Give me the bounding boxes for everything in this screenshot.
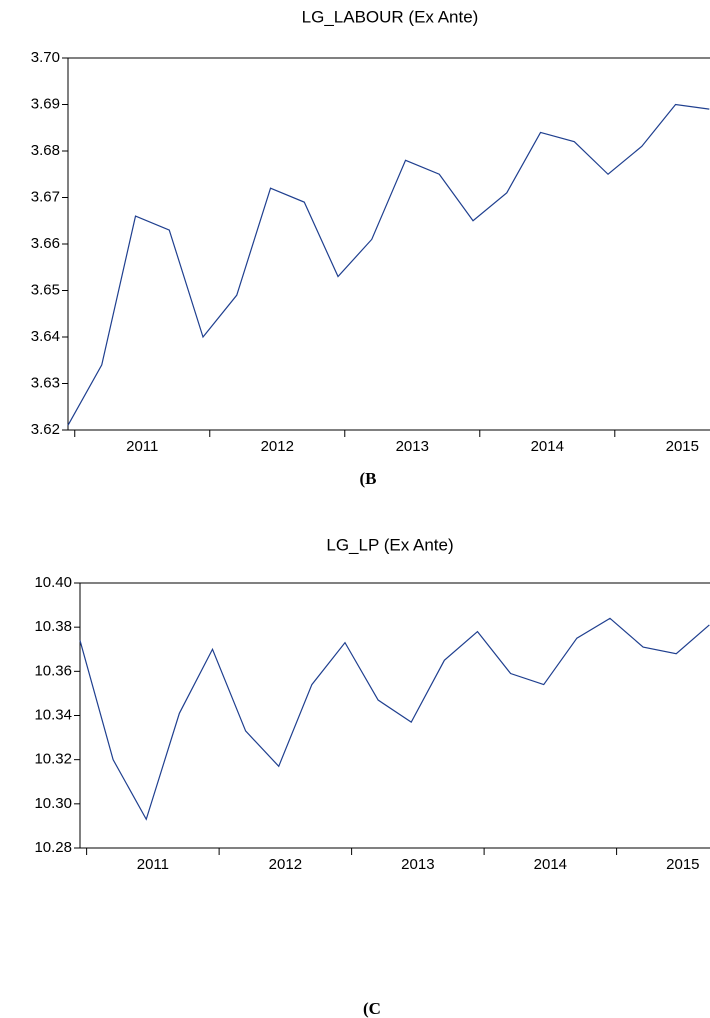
y-tick-label: 10.36 (34, 662, 72, 679)
x-tick-label: 2015 (666, 856, 699, 873)
caption: (B (360, 469, 377, 488)
y-tick-label: 10.40 (34, 574, 72, 591)
y-tick-label: 3.65 (31, 281, 60, 298)
x-tick-label: 2014 (531, 438, 564, 455)
line-series (79, 617, 710, 821)
x-tick-label: 2012 (261, 438, 294, 455)
y-tick-label: 3.67 (31, 188, 60, 205)
y-tick-label: 10.38 (34, 618, 72, 635)
y-tick-label: 3.66 (31, 235, 60, 252)
y-tick-label: 3.70 (31, 49, 60, 66)
y-tick-label: 3.68 (31, 142, 60, 159)
x-tick-label: 2013 (401, 856, 434, 873)
y-tick-label: 10.28 (34, 839, 72, 856)
y-tick-label: 3.63 (31, 374, 60, 391)
x-tick-label: 2011 (126, 438, 158, 455)
line-series (67, 103, 710, 426)
y-tick-label: 3.64 (31, 328, 60, 345)
x-tick-label: 2015 (666, 438, 699, 455)
x-tick-label: 2012 (269, 856, 302, 873)
chart-title: LG_LP (Ex Ante) (326, 535, 453, 554)
x-tick-label: 2011 (137, 856, 169, 873)
y-tick-label: 10.30 (34, 795, 72, 812)
y-tick-label: 10.34 (34, 706, 72, 723)
y-tick-label: 3.69 (31, 95, 60, 112)
y-tick-label: 10.32 (34, 751, 72, 768)
x-tick-label: 2013 (396, 438, 429, 455)
y-tick-label: 3.62 (31, 421, 60, 438)
caption: (C (363, 999, 381, 1018)
plot-frame (67, 57, 710, 431)
chart-title: LG_LABOUR (Ex Ante) (302, 7, 479, 26)
x-tick-label: 2014 (534, 856, 567, 873)
